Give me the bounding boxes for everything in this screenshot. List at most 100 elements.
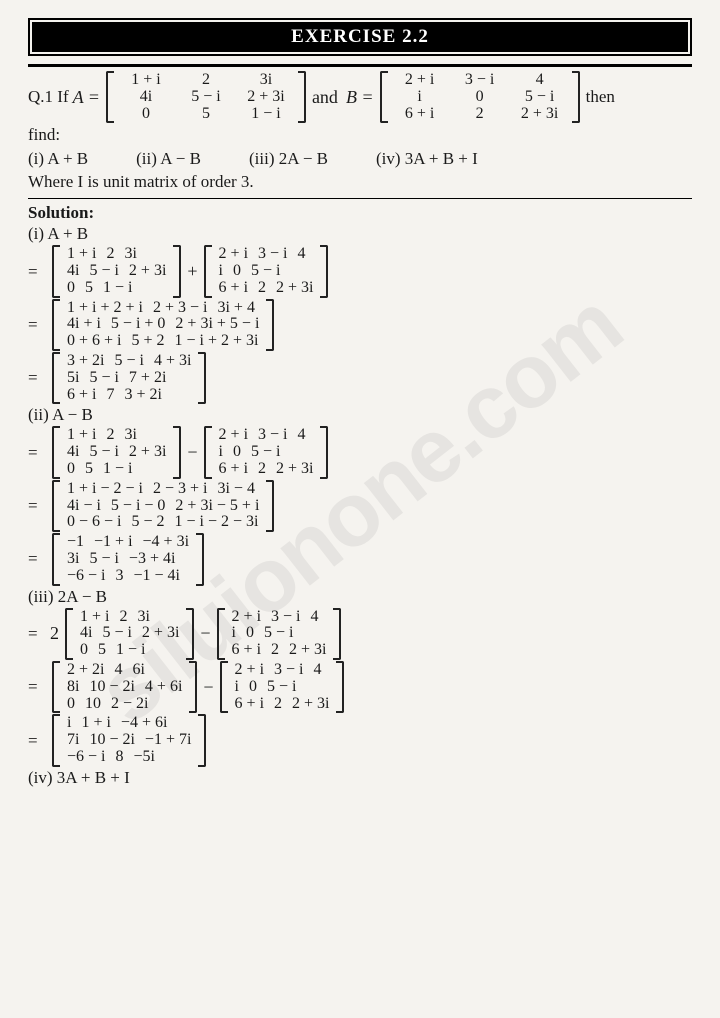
iii-s2-left: 2 + 2i46i8i10 − 2i4 + 6i0102 − 2i — [52, 661, 197, 713]
matrix-cell: 5 − i — [246, 444, 285, 461]
matrix-cell: 2 + 3i + 5 − i — [170, 316, 264, 333]
matrix-cell: 0 — [450, 89, 510, 106]
matrix-cell: 2 + 3i − 5 + i — [170, 498, 264, 515]
part-iv: (iv) 3A + B + I — [376, 149, 478, 169]
iii-s3: i1 + i−4 + 6i7i10 − 2i−1 + 7i−6 − i8−5i — [52, 714, 206, 766]
matrix-cell: 6 + i — [390, 106, 450, 123]
matrix-cell: 0 — [241, 625, 259, 642]
minus-op: − — [196, 624, 214, 643]
matrix-cell: 2 — [114, 609, 132, 626]
matrix-cell: 2 + 3 − i — [148, 300, 213, 317]
matrix-cell: 1 + i — [62, 427, 101, 444]
label-iii: (iii) 2A − B — [28, 587, 692, 607]
matrix-cell: 0 — [75, 642, 93, 659]
matrix-cell: 5 − i — [109, 353, 148, 370]
matrix-cell: 2 + 3i — [124, 263, 171, 280]
matrix-cell: 7i — [62, 732, 84, 749]
then-text: then — [582, 88, 615, 106]
matrix-cell: 5i — [62, 370, 84, 387]
matrix-cell: 0 — [62, 461, 80, 478]
matrix-cell: −4 + 3i — [138, 534, 195, 551]
equals-sign: = — [28, 625, 50, 643]
matrix-cell: 2 — [269, 696, 287, 713]
matrix-cell: 7 — [101, 387, 119, 404]
matrix-cell: 1 − i + 2 + 3i — [170, 333, 264, 350]
ii-s1-right: 2 + i3 − i4i05 − i6 + i22 + 3i — [204, 426, 329, 478]
matrix-cell: −6 − i — [62, 568, 111, 585]
matrix-cell: 4 + 6i — [140, 679, 187, 696]
a-label: A = — [69, 88, 104, 107]
matrix-cell: −4 + 6i — [116, 715, 173, 732]
matrix-cell: 2 + 3i — [137, 625, 184, 642]
matrix-cell: 1 − i — [98, 280, 137, 297]
matrix-cell: 2 + i — [230, 662, 269, 679]
equals-sign: = — [28, 263, 50, 281]
matrix-a: 1 + i23i4i5 − i2 + 3i051 − i — [106, 71, 306, 123]
matrix-cell: 2 — [101, 246, 119, 263]
matrix-cell: 2 + 3i — [236, 89, 296, 106]
matrix-cell: 3i — [119, 246, 141, 263]
matrix-cell: 4 — [292, 246, 310, 263]
iii-s1-left: 1 + i23i4i5 − i2 + 3i051 − i — [65, 608, 194, 660]
matrix-cell: 5 − i — [97, 625, 136, 642]
matrix-cell: 4 — [109, 662, 127, 679]
matrix-cell: 5 − i — [84, 444, 123, 461]
matrix-cell: 5 — [93, 642, 111, 659]
matrix-cell: 3 − i — [253, 246, 292, 263]
matrix-cell: 6i — [127, 662, 149, 679]
matrix-cell: 0 — [62, 696, 80, 713]
matrix-cell: 3 − i — [450, 72, 510, 89]
exercise-banner: EXERCISE 2.2 — [32, 22, 688, 52]
label-i: (i) A + B — [28, 224, 692, 244]
matrix-cell: 1 − i − 2 − 3i — [170, 514, 264, 531]
matrix-cell: 2 — [450, 106, 510, 123]
matrix-cell: 4 — [510, 72, 570, 89]
matrix-cell: 0 — [228, 263, 246, 280]
matrix-cell: 3i + 4 — [212, 300, 259, 317]
matrix-cell: 6 + i — [214, 461, 253, 478]
matrix-cell: 5 − i — [176, 89, 236, 106]
matrix-cell: 0 − 6 − i — [62, 514, 127, 531]
question-line: Q.1 If A = 1 + i23i4i5 − i2 + 3i051 − i … — [28, 71, 692, 123]
matrix-cell: 5 − i − 0 — [106, 498, 171, 515]
iii-step3: = i1 + i−4 + 6i7i10 − 2i−1 + 7i−6 − i8−5… — [28, 714, 692, 766]
matrix-cell: 1 − i — [98, 461, 137, 478]
i-s1-right: 2 + i3 − i4i05 − i6 + i22 + 3i — [204, 245, 329, 297]
matrix-cell: 6 + i — [227, 642, 266, 659]
find-label: find: — [28, 124, 692, 147]
matrix-cell: 5 + 2 — [127, 333, 170, 350]
matrix-cell: 2 + 2i — [62, 662, 109, 679]
matrix-cell: −1 — [62, 534, 89, 551]
matrix-cell: 5 − i — [84, 263, 123, 280]
matrix-cell: 4 + 3i — [149, 353, 196, 370]
matrix-cell: 10 — [80, 696, 106, 713]
matrix-cell: −3 + 4i — [124, 551, 181, 568]
solution-label: Solution: — [28, 203, 692, 223]
page-content: EXERCISE 2.2 Q.1 If A = 1 + i23i4i5 − i2… — [0, 0, 720, 807]
matrix-cell: i — [230, 679, 244, 696]
matrix-cell: i — [214, 263, 228, 280]
b-label: B = — [342, 88, 378, 107]
matrix-cell: 10 − 2i — [84, 679, 139, 696]
matrix-cell: −1 + 7i — [140, 732, 197, 749]
matrix-cell: 4i — [62, 444, 84, 461]
matrix-cell: 8i — [62, 679, 84, 696]
matrix-cell: 2 + 3i — [271, 280, 318, 297]
matrix-cell: 5 − i — [262, 679, 301, 696]
matrix-cell: 7 + 2i — [124, 370, 171, 387]
matrix-b: 2 + i3 − i4i05 − i6 + i22 + 3i — [380, 71, 580, 123]
label-ii: (ii) A − B — [28, 405, 692, 425]
i-step3: = 3 + 2i5 − i4 + 3i5i5 − i7 + 2i6 + i73 … — [28, 352, 692, 404]
matrix-cell: 5 − i — [246, 263, 285, 280]
matrix-cell: 4 — [305, 609, 323, 626]
matrix-cell: 1 − i — [111, 642, 150, 659]
matrix-cell: i — [390, 89, 450, 106]
part-ii: (ii) A − B — [136, 149, 201, 169]
matrix-cell: 2 + i — [214, 246, 253, 263]
matrix-cell: 0 — [244, 679, 262, 696]
ii-s2: 1 + i − 2 − i2 − 3 + i3i − 44i − i5 − i … — [52, 480, 274, 532]
matrix-cell: 1 − i — [236, 106, 296, 123]
matrix-cell: 2 + i — [227, 609, 266, 626]
matrix-cell: 2 — [253, 280, 271, 297]
iii-step1: = 2 1 + i23i4i5 − i2 + 3i051 − i − 2 + i… — [28, 608, 692, 660]
